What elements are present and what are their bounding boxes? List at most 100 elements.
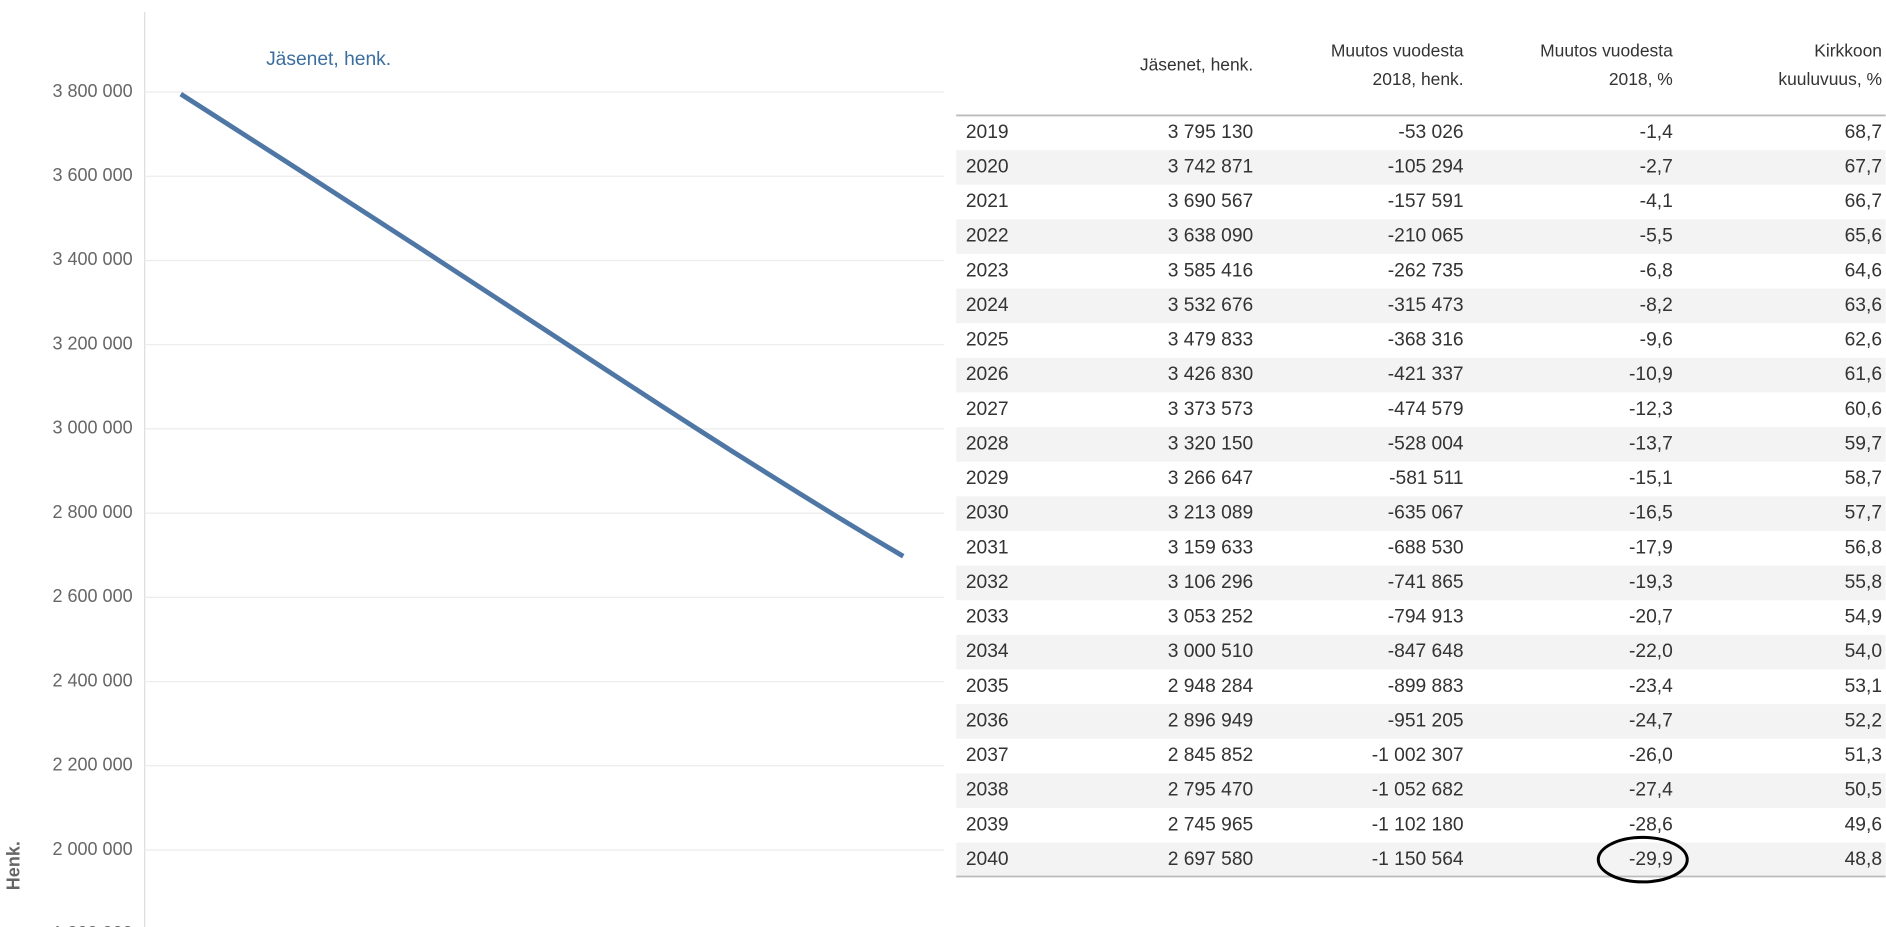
table-cell: -13,7 bbox=[1629, 433, 1673, 454]
table-cell: 3 106 296 bbox=[1168, 572, 1254, 593]
table-cell: 49,6 bbox=[1845, 814, 1882, 835]
row-year: 2019 bbox=[966, 122, 1009, 143]
column-header: Kirkkoon bbox=[1814, 40, 1882, 60]
row-band bbox=[956, 565, 1886, 601]
table-cell: 54,9 bbox=[1845, 607, 1882, 628]
y-tick-label: 3 600 000 bbox=[52, 165, 132, 185]
table-cell: 52,2 bbox=[1845, 710, 1882, 731]
table-cell: -23,4 bbox=[1629, 676, 1673, 697]
table-cell: 2 948 284 bbox=[1168, 676, 1254, 697]
table-cell: 63,6 bbox=[1845, 295, 1882, 316]
row-year: 2024 bbox=[966, 295, 1009, 316]
table-cell: 48,8 bbox=[1845, 849, 1882, 870]
table-cell: -6,8 bbox=[1640, 260, 1673, 281]
column-header: 2018, % bbox=[1609, 69, 1673, 89]
table-cell: -1 002 307 bbox=[1372, 745, 1464, 766]
table-cell: 50,5 bbox=[1845, 780, 1882, 801]
table-cell: -17,9 bbox=[1629, 537, 1673, 558]
y-tick-label: 2 400 000 bbox=[52, 670, 132, 690]
table-cell: 60,6 bbox=[1845, 399, 1882, 420]
table-cell: -528 004 bbox=[1388, 433, 1464, 454]
table-cell: -10,9 bbox=[1629, 364, 1673, 385]
row-year: 2030 bbox=[966, 503, 1009, 524]
table-cell: 53,1 bbox=[1845, 676, 1882, 697]
row-band bbox=[956, 357, 1886, 393]
row-band bbox=[956, 427, 1886, 462]
row-year: 2039 bbox=[966, 814, 1009, 835]
column-header: Jäsenet, henk. bbox=[1140, 55, 1253, 75]
table-cell: 3 320 150 bbox=[1168, 433, 1254, 454]
row-year: 2032 bbox=[966, 572, 1009, 593]
row-band bbox=[956, 150, 1886, 185]
table-cell: 62,6 bbox=[1845, 330, 1882, 351]
table-cell: -1 052 682 bbox=[1372, 780, 1464, 801]
table-cell: -368 316 bbox=[1388, 330, 1464, 351]
table-cell: 64,6 bbox=[1845, 260, 1882, 281]
y-axis-label: Henk. bbox=[4, 841, 24, 890]
row-band bbox=[956, 496, 1886, 531]
row-band bbox=[956, 704, 1886, 739]
row-year: 2026 bbox=[966, 364, 1009, 385]
table-cell: 55,8 bbox=[1845, 572, 1882, 593]
table-cell: 57,7 bbox=[1845, 503, 1882, 524]
table-cell: 3 000 510 bbox=[1168, 641, 1254, 662]
y-tick-label: 2 000 000 bbox=[52, 839, 132, 859]
table-cell: 3 690 567 bbox=[1168, 191, 1254, 212]
table-cell: 3 266 647 bbox=[1168, 468, 1254, 489]
table-cell: 3 213 089 bbox=[1168, 503, 1254, 524]
annotation-circle bbox=[1596, 835, 1689, 884]
table-cell: -26,0 bbox=[1629, 745, 1673, 766]
series-line bbox=[179, 92, 905, 559]
table-cell: -9,6 bbox=[1640, 330, 1673, 351]
table-cell: -157 591 bbox=[1388, 191, 1464, 212]
table-cell: 3 742 871 bbox=[1168, 156, 1254, 177]
table-cell: 2 697 580 bbox=[1168, 849, 1254, 870]
row-year: 2036 bbox=[966, 710, 1009, 731]
row-year: 2022 bbox=[966, 226, 1009, 247]
table-cell: -581 511 bbox=[1389, 468, 1463, 489]
row-year: 2035 bbox=[966, 676, 1009, 697]
table-cell: -688 530 bbox=[1388, 537, 1464, 558]
row-year: 2028 bbox=[966, 433, 1009, 454]
table-cell: -315 473 bbox=[1388, 295, 1464, 316]
table-cell: 3 053 252 bbox=[1168, 607, 1254, 628]
table-cell: -24,7 bbox=[1629, 710, 1673, 731]
column-header: 2018, henk. bbox=[1373, 69, 1464, 89]
table-cell: -105 294 bbox=[1388, 156, 1464, 177]
y-tick-label: 3 000 000 bbox=[52, 418, 132, 438]
table-cell: 3 532 676 bbox=[1168, 295, 1254, 316]
table-cell: -5,5 bbox=[1640, 226, 1673, 247]
table-cell: -421 337 bbox=[1388, 364, 1464, 385]
column-header: Muutos vuodesta bbox=[1331, 40, 1464, 60]
table-cell: 3 795 130 bbox=[1168, 122, 1254, 143]
table-cell: -951 205 bbox=[1388, 710, 1464, 731]
row-year: 2020 bbox=[966, 156, 1009, 177]
table-cell: 3 373 573 bbox=[1168, 399, 1254, 420]
table-cell: 56,8 bbox=[1845, 537, 1882, 558]
table-cell: -15,1 bbox=[1629, 468, 1673, 489]
y-tick-label: 3 400 000 bbox=[52, 249, 132, 269]
row-bands bbox=[956, 150, 1886, 878]
table-cell: -635 067 bbox=[1388, 503, 1464, 524]
row-band bbox=[956, 842, 1886, 878]
y-tick-label: 2 800 000 bbox=[52, 502, 132, 522]
table-cell: 2 845 852 bbox=[1168, 745, 1254, 766]
table-cell: -794 913 bbox=[1388, 607, 1464, 628]
table-cell: -19,3 bbox=[1629, 572, 1673, 593]
table-cell: 65,6 bbox=[1845, 226, 1882, 247]
table-cell: 3 638 090 bbox=[1168, 226, 1254, 247]
table-cell: 58,7 bbox=[1845, 468, 1882, 489]
table-cell: 2 745 965 bbox=[1168, 814, 1254, 835]
row-year: 2038 bbox=[966, 780, 1009, 801]
table-cell: -210 065 bbox=[1388, 226, 1464, 247]
table-cell: -8,2 bbox=[1640, 295, 1673, 316]
table-cell: -53 026 bbox=[1398, 122, 1463, 143]
row-band bbox=[956, 773, 1886, 808]
table-cell: -474 579 bbox=[1388, 399, 1464, 420]
table-cell: -1 150 564 bbox=[1372, 849, 1464, 870]
row-year: 2034 bbox=[966, 641, 1009, 662]
row-band bbox=[956, 288, 1886, 324]
table-cell: -29,9 bbox=[1629, 849, 1673, 870]
